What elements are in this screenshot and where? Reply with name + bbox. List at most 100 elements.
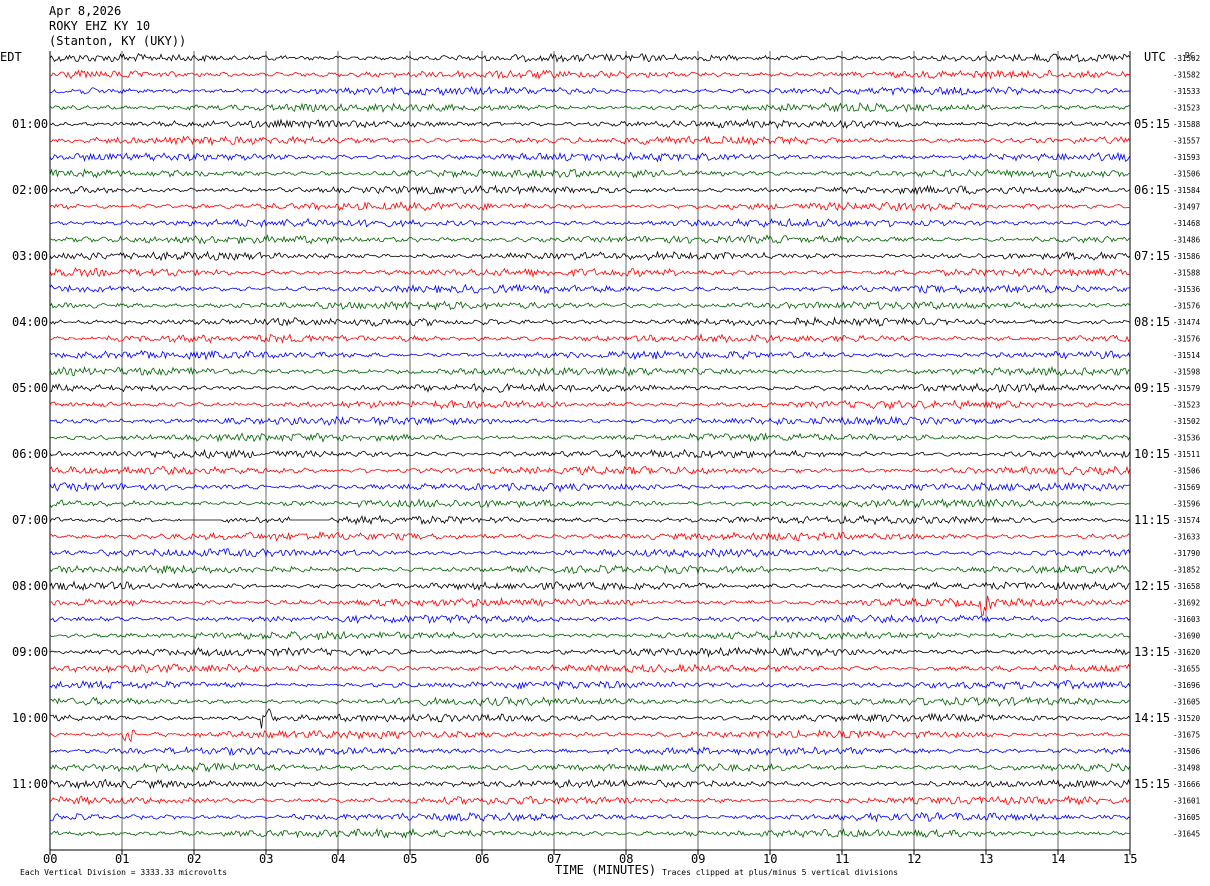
x-tick-label-09: 09 [691,852,705,866]
x-tick-label-08: 08 [619,852,633,866]
dc-offset-value: -31486 [1173,236,1201,245]
utc-hour-label: 08:15 [1134,315,1170,329]
x-tick-label-13: 13 [979,852,993,866]
dc-offset-value: -31586 [1173,252,1201,261]
dc-offset-value: -31506 [1173,467,1201,476]
dc-offset-value: -31690 [1173,632,1201,641]
dc-offset-value: -31523 [1173,104,1200,113]
dc-offset-value: -31569 [1173,483,1200,492]
dc-offset-value: -31502 [1173,417,1200,426]
dc-offset-value: -31474 [1173,318,1201,327]
header-date: Apr 8,2026 [49,4,122,18]
trace-row-21 [49,399,1131,411]
dc-offset-value: -31588 [1173,269,1201,278]
edt-hour-label: 01:00 [12,117,48,131]
trace-row-26 [49,481,1131,493]
dc-offset-value: -31506 [1173,747,1201,756]
dc-offset-value: -31533 [1173,87,1200,96]
dc-offset-value: -31620 [1173,648,1201,657]
trace-row-44 [49,778,1131,790]
x-tick-label-15: 15 [1123,852,1137,866]
utc-hour-label: 13:15 [1134,645,1170,659]
dc-offset-value: -31520 [1173,714,1201,723]
trace-row-8 [49,184,1131,196]
dc-offset-value: -31666 [1173,780,1201,789]
trace-row-31 [49,564,1131,576]
edt-hour-label: 09:00 [12,645,48,659]
trace-row-6 [49,151,1131,163]
trace-row-10 [49,217,1131,229]
trace-row-13 [49,267,1131,279]
dc-offset-value: -31605 [1173,813,1200,822]
trace-row-16 [49,316,1131,327]
dc-offset-value: -31658 [1173,582,1201,591]
trace-row-42 [49,746,1131,757]
dc-offset-value: -31576 [1173,302,1201,311]
utc-hour-label: 05:15 [1134,117,1170,131]
x-tick-label-06: 06 [475,852,489,866]
clip-note: Traces clipped at plus/minus 5 vertical … [662,868,898,877]
trace-row-4 [49,118,1131,129]
trace-row-39 [49,696,1131,707]
dc-offset-value: -31557 [1173,137,1200,146]
edt-hour-label: 11:00 [12,777,48,791]
trace-row-35 [49,629,1131,641]
trace-row-7 [49,168,1131,179]
dc-offset-value: -31645 [1173,830,1200,839]
x-tick-label-07: 07 [547,852,561,866]
utc-hour-label: 09:15 [1134,381,1170,395]
dc-offset-value: -31511 [1173,450,1200,459]
trace-row-1 [49,69,1131,80]
trace-row-45 [49,795,1131,806]
scale-note: Each Vertical Division = 3333.33 microvo… [20,868,227,877]
dc-offset-labels: -31502 -31582 -31533 -31523 -31588 -31557 -315… [1173,54,1201,839]
utc-hour-label: 11:15 [1134,513,1170,527]
trace-row-0 [49,52,1131,63]
dc-offset-value: -31514 [1173,351,1201,360]
x-tick-label-00: 00 [43,852,57,866]
trace-row-33 [49,595,1131,617]
edt-hour-label: 08:00 [12,579,48,593]
dc-offset-value: -31790 [1173,549,1201,558]
x-tick-label-11: 11 [835,852,849,866]
trace-row-23 [49,432,1131,443]
dc-offset-value: -31588 [1173,120,1201,129]
trace-row-20 [49,382,1131,393]
trace-row-29 [49,530,1131,542]
trace-row-22 [49,415,1131,427]
trace-row-19 [49,365,1131,377]
trace-row-38 [49,679,1131,691]
dc-label: DC [1185,51,1195,60]
dc-offset-value: -31468 [1173,219,1201,228]
edt-hour-label: 03:00 [12,249,48,263]
dc-offset-value: -31692 [1173,599,1200,608]
trace-row-34 [49,614,1131,625]
utc-hour-label: 14:15 [1134,711,1170,725]
trace-row-11 [49,233,1131,245]
dc-offset-value: -31576 [1173,335,1201,344]
edt-label: EDT [0,50,22,64]
trace-row-9 [49,201,1131,212]
x-tick-label-05: 05 [403,852,417,866]
x-tick-label-03: 03 [259,852,273,866]
trace-row-36 [49,646,1131,658]
trace-row-14 [49,283,1131,295]
trace-row-17 [49,333,1131,344]
dc-offset-value: -31633 [1173,533,1200,542]
utc-time-labels: 05:15 06:15 07:15 08:15 09:15 10:15 11:15 12:15… [1134,117,1170,791]
trace-row-15 [49,300,1131,311]
dc-offset-value: -31502 [1173,54,1200,63]
trace-row-43 [49,761,1131,774]
edt-hour-label: 07:00 [12,513,48,527]
dc-offset-value: -31596 [1173,500,1201,509]
dc-offset-value: -31655 [1173,665,1200,674]
dc-offset-value: -31598 [1173,368,1201,377]
utc-label: UTC [1144,50,1166,64]
header-location: (Stanton, KY (UKY)) [49,34,187,48]
edt-hour-label: 02:00 [12,183,48,197]
trace-row-18 [49,349,1131,361]
dc-offset-value: -31497 [1173,203,1200,212]
dc-offset-value: -31603 [1173,615,1200,624]
edt-time-labels: 01:00 02:00 03:00 04:00 05:00 06:00 07:00 08:00… [12,117,48,791]
